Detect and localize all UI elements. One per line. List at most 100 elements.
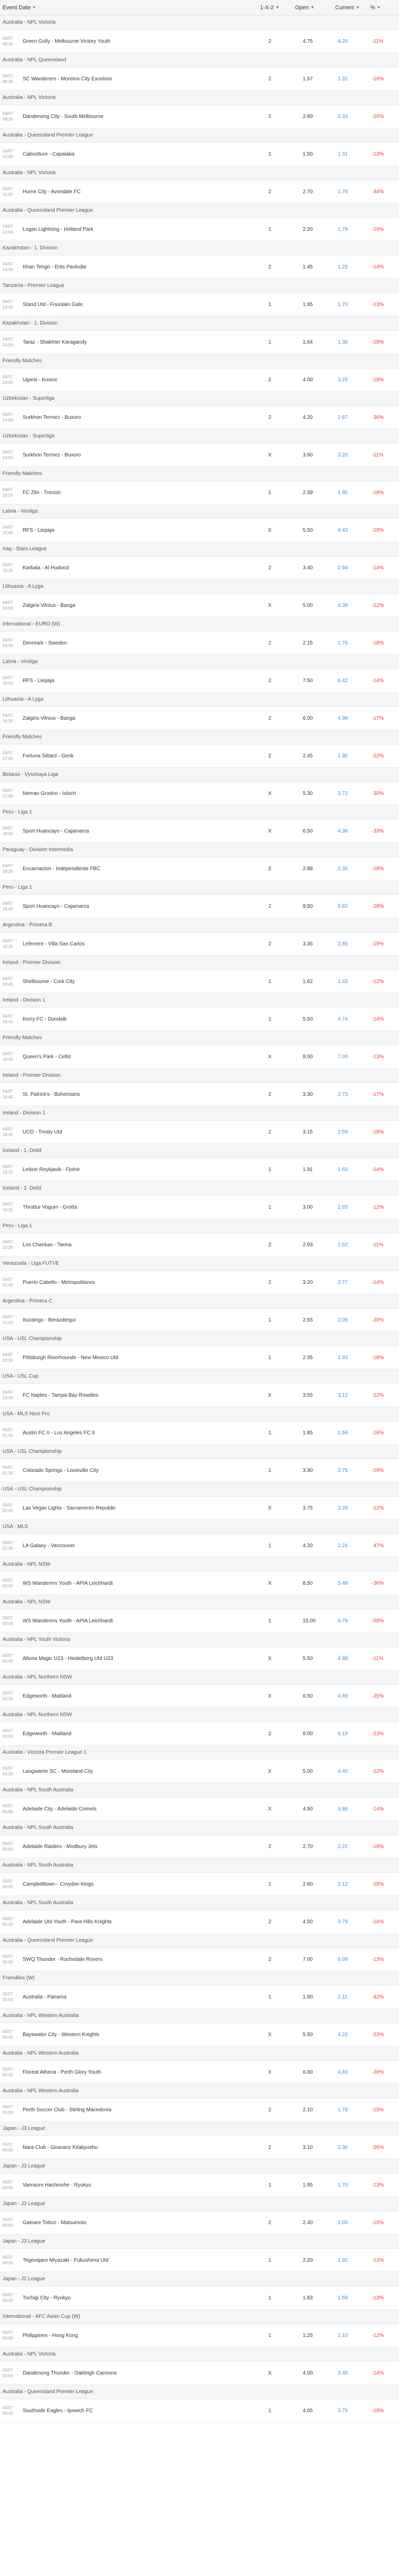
table-row[interactable]: 04/07 10:00 Caboolture - Capalaba 1 1.50 1.31… <box>0 143 399 166</box>
league-header[interactable]: USA - MLS Next Pro <box>0 1407 399 1421</box>
league-header[interactable]: Venezuela - Liga FUTVE <box>0 1257 399 1271</box>
event-name[interactable]: Surkhon Termez - Buxoro <box>23 414 81 420</box>
league-header[interactable]: Argentina - Primera C <box>0 1294 399 1309</box>
event-name[interactable]: Pittsburgh Riverhounds - New Mexico Utd <box>23 1354 118 1361</box>
header-open[interactable]: Open ▼ <box>292 0 333 15</box>
table-row[interactable]: 04/07 14:00 Surkhon Termez - Buxoro 2 4.20 2.… <box>0 406 399 429</box>
event-name[interactable]: Puerto Cabello - Metropolitanos <box>23 1279 95 1285</box>
table-row[interactable]: 04/07 20:30 Los Chankas - Tarma 2 2.93 2.62 -1… <box>0 1233 399 1257</box>
league-header[interactable]: Iraq - Stars League <box>0 542 399 556</box>
table-row[interactable]: 05/07 02:30 LA Galaxy - Vancouver 1 4.20 2.24… <box>0 1534 399 1557</box>
league-header[interactable]: Australia - NPL South Australia <box>0 1821 399 1835</box>
league-header[interactable]: Australia - NPL South Australia <box>0 1858 399 1873</box>
table-row[interactable]: 04/07 16:30 Zalgiris Vilnius - Banga 2 6.00 4… <box>0 707 399 730</box>
table-row[interactable]: 04/07 08:30 Dandenong City - South Melbour… <box>0 105 399 128</box>
league-header[interactable]: Paraguay - Division Intermedia <box>0 843 399 857</box>
league-header[interactable]: Japan - J2 League <box>0 2272 399 2286</box>
event-name[interactable]: Adelaide Raiders - Modbury Jets <box>23 1843 98 1850</box>
league-header[interactable]: Australia - Queensland Premier League <box>0 1934 399 1948</box>
event-name[interactable]: SWQ Thunder - Rochedale Rovers <box>23 1956 102 1962</box>
league-header[interactable]: Australia - NPL South Australia <box>0 1896 399 1910</box>
table-row[interactable]: 04/07 13:00 Stand Utd - Fountain Gate 1 1.95… <box>0 293 399 316</box>
event-name[interactable]: Zalgiris Vilnius - Banga <box>23 715 76 721</box>
event-name[interactable]: Ituzaingo - Berazategui <box>23 1317 76 1323</box>
event-name[interactable]: Neman Grodno - Isloch <box>23 790 76 796</box>
table-row[interactable]: 04/07 18:00 Sport Huancayo - Cajamarca X 6.5… <box>0 820 399 843</box>
table-row[interactable]: 04/07 15:00 FC Zlin - Trencin 1 2.39 1.95 -18% <box>0 481 399 504</box>
table-row[interactable]: 05/07 03:00 WS Wanderers Youth - APIA Leic… <box>0 1572 399 1595</box>
league-header[interactable]: Australia - NPL Youth Victoria <box>0 1633 399 1647</box>
event-name[interactable]: Nara Club - Giravanz Kitakyushu <box>23 2144 98 2150</box>
table-row[interactable]: 04/07 16:00 RFS - Liepaja 2 7.50 6.42 -14% <box>0 669 399 692</box>
league-header[interactable]: International - AFC Asian Cup (W) <box>0 2310 399 2324</box>
league-header[interactable]: USA - USL Championship <box>0 1482 399 1497</box>
event-name[interactable]: SC Wanderers - Moreton City Excelsior <box>23 76 113 82</box>
table-row[interactable]: 04/07 23:30 FC Naples - Tampa Bay Rowdies X… <box>0 1384 399 1407</box>
league-header[interactable]: Friendly Matches <box>0 730 399 744</box>
league-header[interactable]: Friendly Matches <box>0 467 399 481</box>
event-name[interactable]: Surkhon Termez - Buxoro <box>23 452 81 458</box>
league-header[interactable]: Iceland - 1. Deild <box>0 1144 399 1158</box>
event-name[interactable]: Langwarrin SC - Moreland City <box>23 1768 93 1774</box>
event-name[interactable]: RFS - Liepaja <box>23 527 55 533</box>
event-name[interactable]: WS Wanderers Youth - APIA Leichhardt <box>23 1580 113 1586</box>
event-name[interactable]: Logan Lightning - Holland Park <box>23 226 94 232</box>
league-header[interactable]: Ireland - Division 1 <box>0 1106 399 1121</box>
event-name[interactable]: Bayswater City - Western Knights <box>23 2031 99 2038</box>
league-header[interactable]: Tanzania - Premier League <box>0 279 399 293</box>
table-row[interactable]: 04/07 14:00 Ujpest - Kosice 2 4.00 3.25 -19% <box>0 368 399 392</box>
table-row[interactable]: 04/07 08:30 SC Wanderers - Moreton City Ex… <box>0 67 399 91</box>
event-name[interactable]: Leiknir Reykjavik - Fjolnir <box>23 1166 80 1173</box>
league-header[interactable]: Australia - NPL South Australia <box>0 1783 399 1798</box>
event-name[interactable]: Throttur Vogum - Grotta <box>23 1204 77 1210</box>
league-header[interactable]: Ireland - Division 1 <box>0 993 399 1008</box>
table-row[interactable]: 05/07 01:30 Colorado Springs - Louisville … <box>0 1459 399 1482</box>
event-name[interactable]: Sport Huancayo - Cajamarca <box>23 828 89 834</box>
league-header[interactable]: Ireland - Premier Division <box>0 1069 399 1083</box>
event-name[interactable]: Green Gully - Melbourne Victory Youth <box>23 38 111 44</box>
table-row[interactable]: 04/07 18:00 Sport Huancayo - Cajamarca 2 9.5… <box>0 895 399 918</box>
event-name[interactable]: WS Wanderers Youth - APIA Leichhardt <box>23 1618 113 1624</box>
league-header[interactable]: Lithuania - A Lyga <box>0 692 399 707</box>
table-row[interactable]: 04/07 14:00 Surkhon Termez - Buxoro X 3.60 3.… <box>0 444 399 467</box>
event-name[interactable]: LA Galaxy - Vancouver <box>23 1543 75 1549</box>
league-header[interactable]: Australia - NPL NSW <box>0 1595 399 1609</box>
table-row[interactable]: 05/07 03:00 Altona Magic U23 - Heidelberg … <box>0 1647 399 1670</box>
event-name[interactable]: FC Zlin - Trencin <box>23 489 61 496</box>
table-row[interactable]: 04/07 17:00 Neman Grodno - Isloch X 5.30 3.72… <box>0 782 399 805</box>
league-header[interactable]: Kazakhstan - 1. Division <box>0 316 399 331</box>
league-header[interactable]: Australia - NPL Victoria <box>0 166 399 180</box>
league-header[interactable]: Japan - J3 League <box>0 2159 399 2174</box>
league-header[interactable]: USA - USL Cup <box>0 1369 399 1384</box>
league-header[interactable]: Kazakhstan - 1. Division <box>0 241 399 256</box>
league-header[interactable]: Uzbekistan - Superliga <box>0 429 399 444</box>
table-row[interactable]: 04/07 18:30 Leferrere - Villa San Carlos 2 3… <box>0 933 399 956</box>
table-row[interactable]: 04/07 12:00 Logan Lightning - Holland Park… <box>0 218 399 241</box>
event-name[interactable]: Caboolture - Capalaba <box>23 151 75 157</box>
league-header[interactable]: Australia - NPL Queensland <box>0 53 399 67</box>
table-row[interactable]: 04/07 23:30 Pittsburgh Riverhounds - New M… <box>0 1346 399 1369</box>
table-row[interactable]: 05/07 05:00 Australia - Panama 1 1.90 1.11 -42… <box>0 1986 399 2009</box>
event-name[interactable]: Edgeworth - Maitland <box>23 1693 72 1699</box>
event-name[interactable]: Colorado Springs - Louisville City <box>23 1467 99 1473</box>
table-row[interactable]: 05/07 05:00 Bayswater City - Western Knigh… <box>0 2023 399 2046</box>
table-row[interactable]: 04/07 21:00 Puerto Cabello - Metropolitano… <box>0 1271 399 1294</box>
table-row[interactable]: 05/07 09:00 Vanraure Hachinohe - Ryukyu 1 1.… <box>0 2174 399 2197</box>
event-name[interactable]: Tochigi City - Ryukyu <box>23 2295 71 2301</box>
league-header[interactable]: Australia - NPL Northern NSW <box>0 1670 399 1685</box>
table-row[interactable]: 04/07 18:45 Kerry FC - Dundalk 1 5.50 4.74 -14… <box>0 1008 399 1031</box>
table-row[interactable]: 04/07 16:00 Zalgiris Vilnius - Banga X 5.00 4… <box>0 594 399 617</box>
event-name[interactable]: Vanraure Hachinohe - Ryukyu <box>23 2182 92 2188</box>
league-header[interactable]: Australia - NPL Western Australia <box>0 2046 399 2061</box>
league-header[interactable]: Australia - NPL Northern NSW <box>0 1708 399 1722</box>
event-name[interactable]: Stand Utd - Fountain Gate <box>23 301 83 308</box>
event-name[interactable]: Adelaide City - Adelaide Comets <box>23 1806 97 1812</box>
event-name[interactable]: Tegevajaro Miyazaki - Fukushima Utd <box>23 2257 109 2263</box>
league-header[interactable]: Australia - NPL Victoria <box>0 15 399 30</box>
league-header[interactable]: USA - USL Championship <box>0 1445 399 1459</box>
league-header[interactable]: Lithuania - A Lyga <box>0 580 399 594</box>
league-header[interactable]: Friendlies (W) <box>0 1971 399 1986</box>
table-row[interactable]: 05/07 09:00 Dandenong Thunder - Oakleigh C… <box>0 2362 399 2385</box>
league-header[interactable]: Peru - Liga 1 <box>0 805 399 820</box>
event-name[interactable]: Fortuna Sittard - Genk <box>23 753 74 759</box>
